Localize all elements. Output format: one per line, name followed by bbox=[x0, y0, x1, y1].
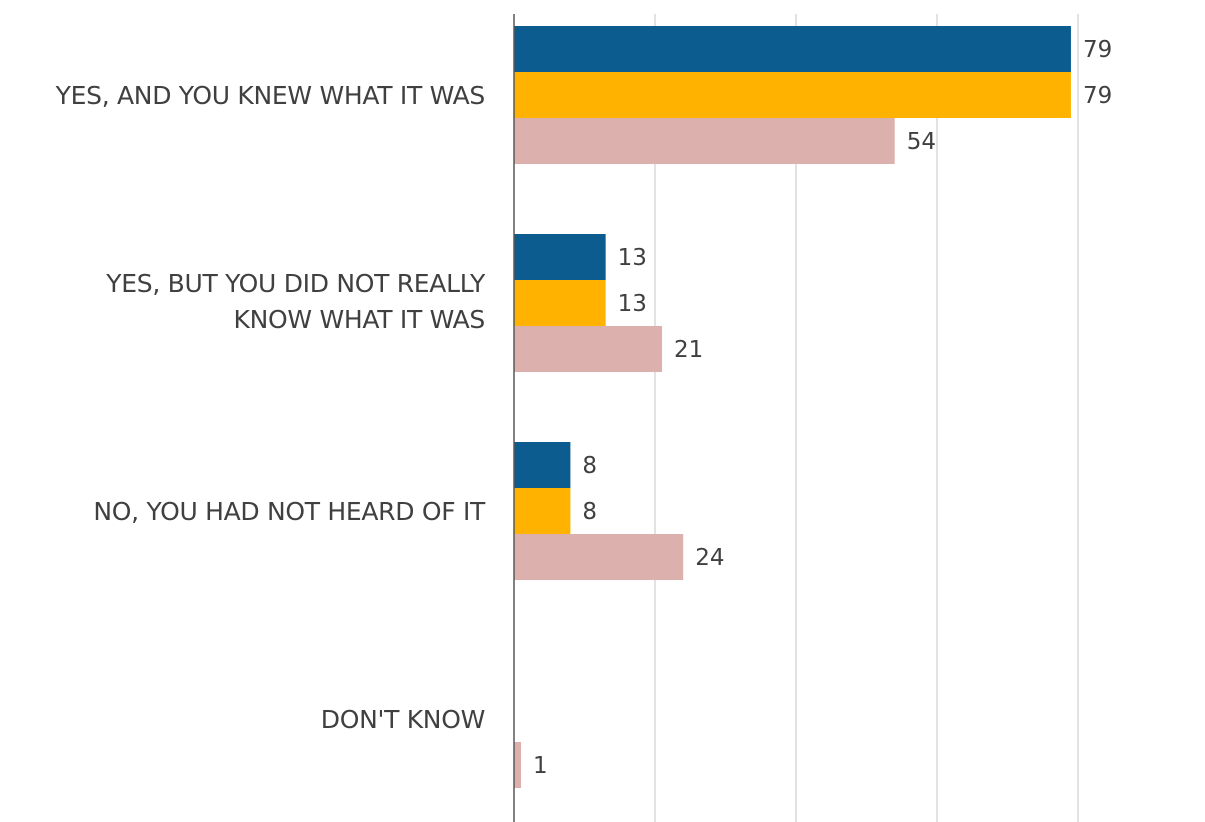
category-label-yes-not-really: YES, BUT YOU DID NOT REALLY KNOW WHAT IT… bbox=[106, 269, 485, 334]
category-label-no-not-heard: NO, YOU HAD NOT HEARD OF IT bbox=[93, 497, 485, 526]
bar-yes-not-really-series-2 bbox=[514, 280, 606, 326]
bar-yes-not-really-series-1 bbox=[514, 234, 606, 280]
category-label-dont-know: DON'T KNOW bbox=[320, 705, 486, 734]
value-label-no-not-heard-series-2: 8 bbox=[582, 499, 597, 525]
bar-no-not-heard-series-3 bbox=[514, 534, 684, 580]
value-label-dont-know-series-3: 1 bbox=[533, 753, 548, 779]
value-label-yes-not-really-series-2: 13 bbox=[618, 291, 647, 317]
value-label-yes-knew-series-1: 79 bbox=[1083, 37, 1112, 63]
value-label-yes-not-really-series-1: 13 bbox=[618, 245, 647, 271]
value-label-yes-knew-series-3: 54 bbox=[907, 129, 936, 155]
bar-no-not-heard-series-2 bbox=[514, 488, 571, 534]
bar-yes-knew-series-1 bbox=[514, 26, 1071, 72]
category-label-yes-knew: YES, AND YOU KNEW WHAT IT WAS bbox=[55, 81, 486, 110]
bar-yes-knew-series-3 bbox=[514, 118, 895, 164]
value-label-yes-not-really-series-3: 21 bbox=[674, 337, 703, 363]
bar-yes-not-really-series-3 bbox=[514, 326, 663, 372]
bar-dont-know-series-3 bbox=[514, 742, 522, 788]
bar-no-not-heard-series-1 bbox=[514, 442, 571, 488]
value-label-yes-knew-series-2: 79 bbox=[1083, 83, 1112, 109]
value-label-no-not-heard-series-1: 8 bbox=[582, 453, 597, 479]
bar-yes-knew-series-2 bbox=[514, 72, 1071, 118]
value-label-no-not-heard-series-3: 24 bbox=[695, 545, 724, 571]
